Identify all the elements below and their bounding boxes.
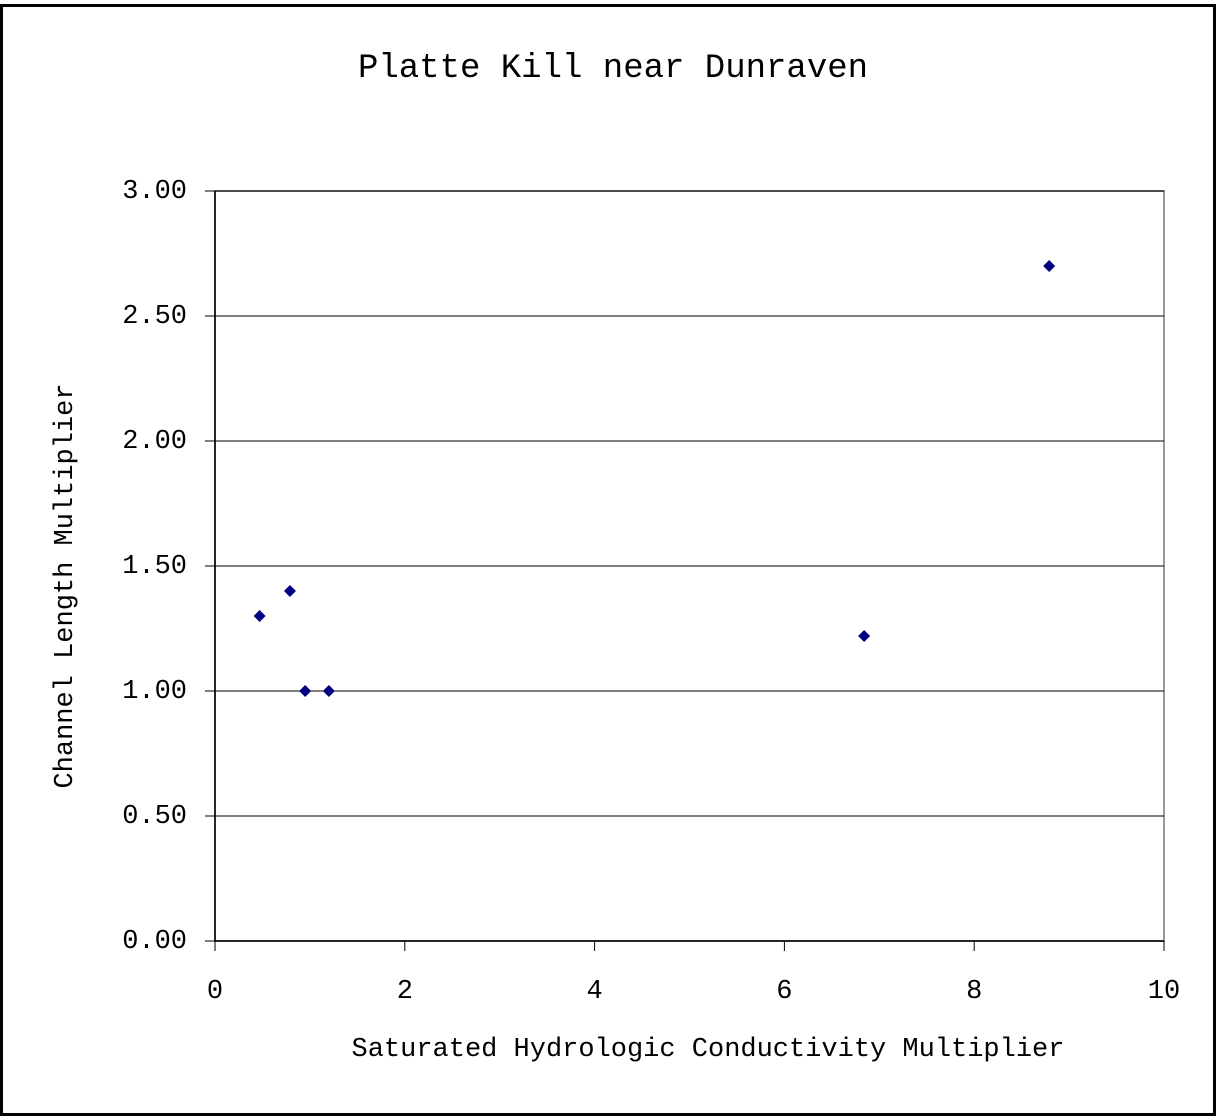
y-tick-label: 1.00 [122,677,187,707]
x-tick-label: 6 [776,977,792,1007]
y-tick-label: 2.50 [122,302,187,332]
point [283,585,296,597]
chart-title: Platte Kill near Dunraven [358,50,868,88]
y-tick-label: 3.00 [122,177,187,207]
y-tick-label: 0.00 [122,927,187,957]
point [253,610,266,622]
x-tick-label: 4 [586,977,602,1007]
y-tick-label: 0.50 [122,802,187,832]
x-tick-label: 0 [207,977,223,1007]
y-tick-label: 2.00 [122,427,187,457]
x-tick-label: 8 [966,977,982,1007]
x-axis-label: Saturated Hydrologic Conductivity Multip… [352,1035,1065,1065]
point [322,685,335,697]
point [1043,260,1056,272]
x-tick-label: 2 [397,977,413,1007]
y-tick-label: 1.50 [122,552,187,582]
y-axis-label: Channel Length Multiplier [51,383,81,788]
point [299,685,312,697]
x-tick-label: 10 [1148,977,1180,1007]
point [858,630,871,642]
